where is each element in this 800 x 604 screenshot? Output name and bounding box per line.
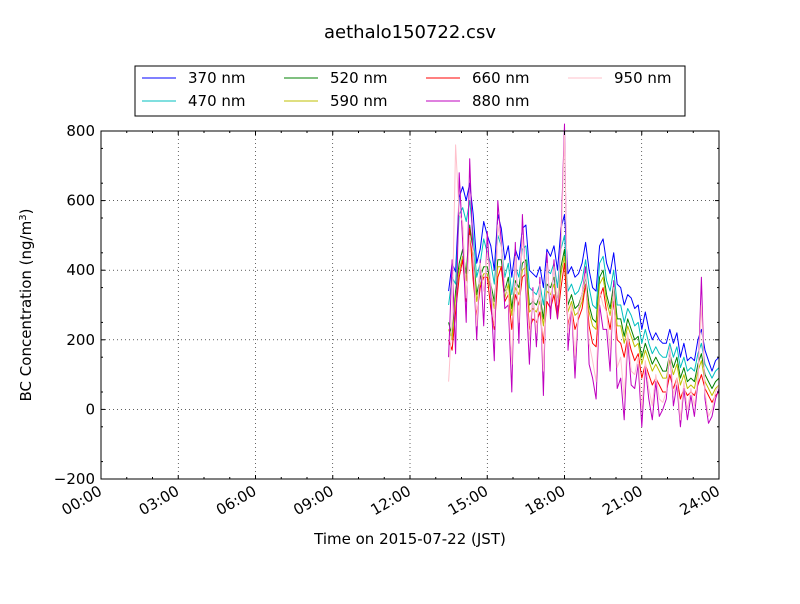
- series-line-950-nm: [448, 134, 720, 421]
- y-tick-label: 600: [66, 192, 95, 210]
- legend-label: 370 nm: [188, 69, 246, 87]
- legend: 370 nm 470 nm 520 nm 590 nm 660 nm 880 nm 950 …: [134, 65, 686, 117]
- y-axis-title-superscript: 3: [18, 214, 29, 220]
- y-tick-label: 0: [85, 400, 95, 418]
- legend-label: 880 nm: [472, 92, 530, 110]
- y-axis-title-close: ): [17, 209, 35, 215]
- y-tick-label: −200: [54, 470, 95, 488]
- series-layer: [448, 123, 720, 428]
- chart-title: aethalo150722.csv: [324, 22, 496, 43]
- y-tick-label: 800: [66, 122, 95, 140]
- legend-label: 950 nm: [614, 69, 672, 87]
- legend-label: 660 nm: [472, 69, 530, 87]
- legend-box: [134, 65, 686, 117]
- y-tick-label: 400: [66, 261, 95, 279]
- axis-ticks: [100, 130, 720, 480]
- y-tick-labels: 800 600 400 200 0 −200: [54, 122, 95, 488]
- legend-label: 520 nm: [330, 69, 388, 87]
- series-line-470-nm: [448, 200, 720, 379]
- series-line-880-nm: [448, 123, 720, 428]
- legend-label: 590 nm: [330, 92, 388, 110]
- y-tick-label: 200: [66, 331, 95, 349]
- series-line-660-nm: [448, 227, 720, 403]
- y-axis-title-main: BC Concentration (ng/m: [17, 221, 35, 402]
- y-axis-title: BC Concentration (ng/m3): [17, 209, 35, 402]
- series-line-370-nm: [448, 182, 720, 372]
- x-axis-title: Time on 2015-07-22 (JST): [313, 530, 506, 548]
- legend-label: 470 nm: [188, 92, 246, 110]
